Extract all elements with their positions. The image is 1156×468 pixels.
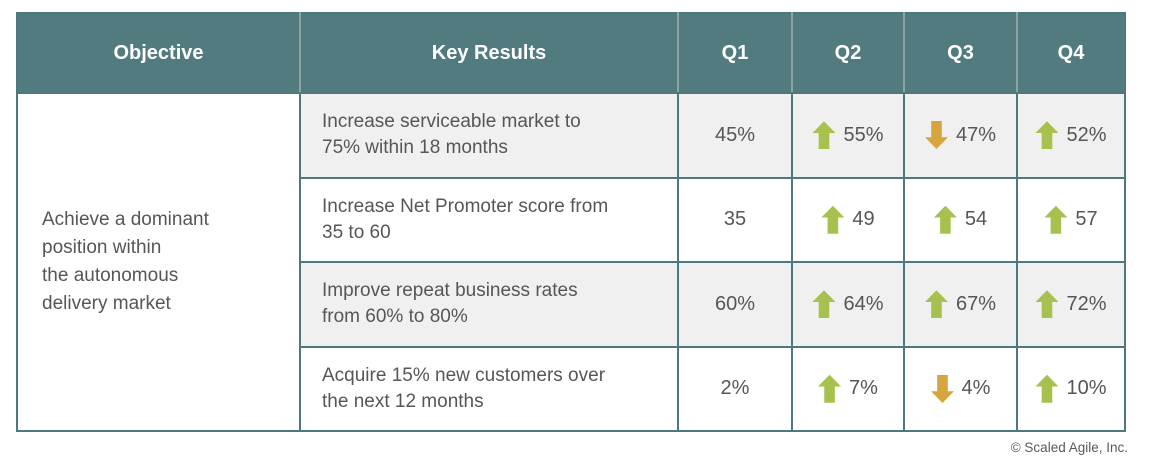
key-result-cell: Increase Net Promoter score from 35 to 6… (299, 176, 679, 263)
col-header-q2: Q2 (791, 12, 905, 94)
q3-cell: 54 (903, 176, 1018, 263)
q1-value: 2% (720, 377, 750, 400)
trend-up-icon (1035, 290, 1059, 319)
trend-up-icon (812, 290, 836, 319)
q4-cell: 57 (1016, 176, 1126, 263)
key-result-row: Increase Net Promoter score from 35 to 6… (17, 176, 1126, 263)
q2-cell: 64% (791, 261, 905, 348)
copyright-notice: © Scaled Agile, Inc. (1010, 440, 1128, 455)
q3-cell: 47% (903, 92, 1018, 179)
trend-down-icon (925, 121, 948, 149)
q4-value: 52% (1066, 123, 1107, 146)
col-header-q3: Q3 (903, 12, 1018, 94)
trend-up-icon (924, 290, 948, 319)
trend-up-icon (933, 205, 957, 234)
key-result-cell: Improve repeat business rates from 60% t… (299, 261, 679, 348)
trend-down-icon (931, 375, 954, 403)
okr-table: Objective Key Results Q1 Q2 Q3 Q4 Achiev… (16, 12, 1126, 432)
q3-value: 47% (955, 123, 997, 146)
col-header-q1: Q1 (677, 12, 793, 94)
key-result-row: Improve repeat business rates from 60% t… (17, 261, 1126, 348)
q2-value: 64% (843, 292, 884, 315)
table-header: Objective Key Results Q1 Q2 Q3 Q4 (16, 12, 1126, 94)
q4-cell: 52% (1016, 92, 1126, 179)
q1-value: 35 (723, 208, 747, 231)
key-result-row: Acquire 15% new customers over the next … (17, 345, 1126, 432)
trend-up-icon (821, 205, 845, 234)
trend-up-icon (812, 121, 836, 150)
q1-cell: 45% (677, 92, 793, 179)
q2-cell: 7% (791, 345, 905, 432)
col-header-objective: Objective (16, 12, 301, 94)
q3-value: 54 (964, 208, 988, 231)
q1-cell: 60% (677, 261, 793, 348)
q4-cell: 72% (1016, 261, 1126, 348)
trend-up-icon (1035, 374, 1059, 403)
col-header-key-results: Key Results (299, 12, 679, 94)
trend-up-icon (1044, 205, 1068, 234)
q2-value: 49 (852, 208, 875, 231)
q3-value: 67% (955, 292, 997, 315)
q4-value: 57 (1075, 208, 1098, 231)
key-result-cell: Acquire 15% new customers over the next … (299, 345, 679, 432)
trend-up-icon (818, 374, 842, 403)
col-header-q4: Q4 (1016, 12, 1126, 94)
q3-cell: 67% (903, 261, 1018, 348)
q2-cell: 49 (791, 176, 905, 263)
q3-value: 4% (961, 377, 991, 400)
objective-cell: Achieve a dominant position within the a… (16, 92, 301, 432)
key-result-row: Achieve a dominant position within the a… (16, 92, 1126, 432)
key-result-cell: Increase serviceable market to 75% withi… (299, 92, 679, 179)
q2-value: 7% (849, 377, 878, 400)
q1-cell: 35 (677, 176, 793, 263)
q3-cell: 4% (903, 345, 1018, 432)
q1-cell: 2% (677, 345, 793, 432)
q4-value: 72% (1066, 292, 1107, 315)
q2-value: 55% (843, 123, 884, 146)
q1-value: 60% (714, 292, 756, 315)
q2-cell: 55% (791, 92, 905, 179)
q4-cell: 10% (1016, 345, 1126, 432)
q1-value: 45% (714, 123, 756, 146)
trend-up-icon (1035, 121, 1059, 150)
q4-value: 10% (1066, 377, 1107, 400)
